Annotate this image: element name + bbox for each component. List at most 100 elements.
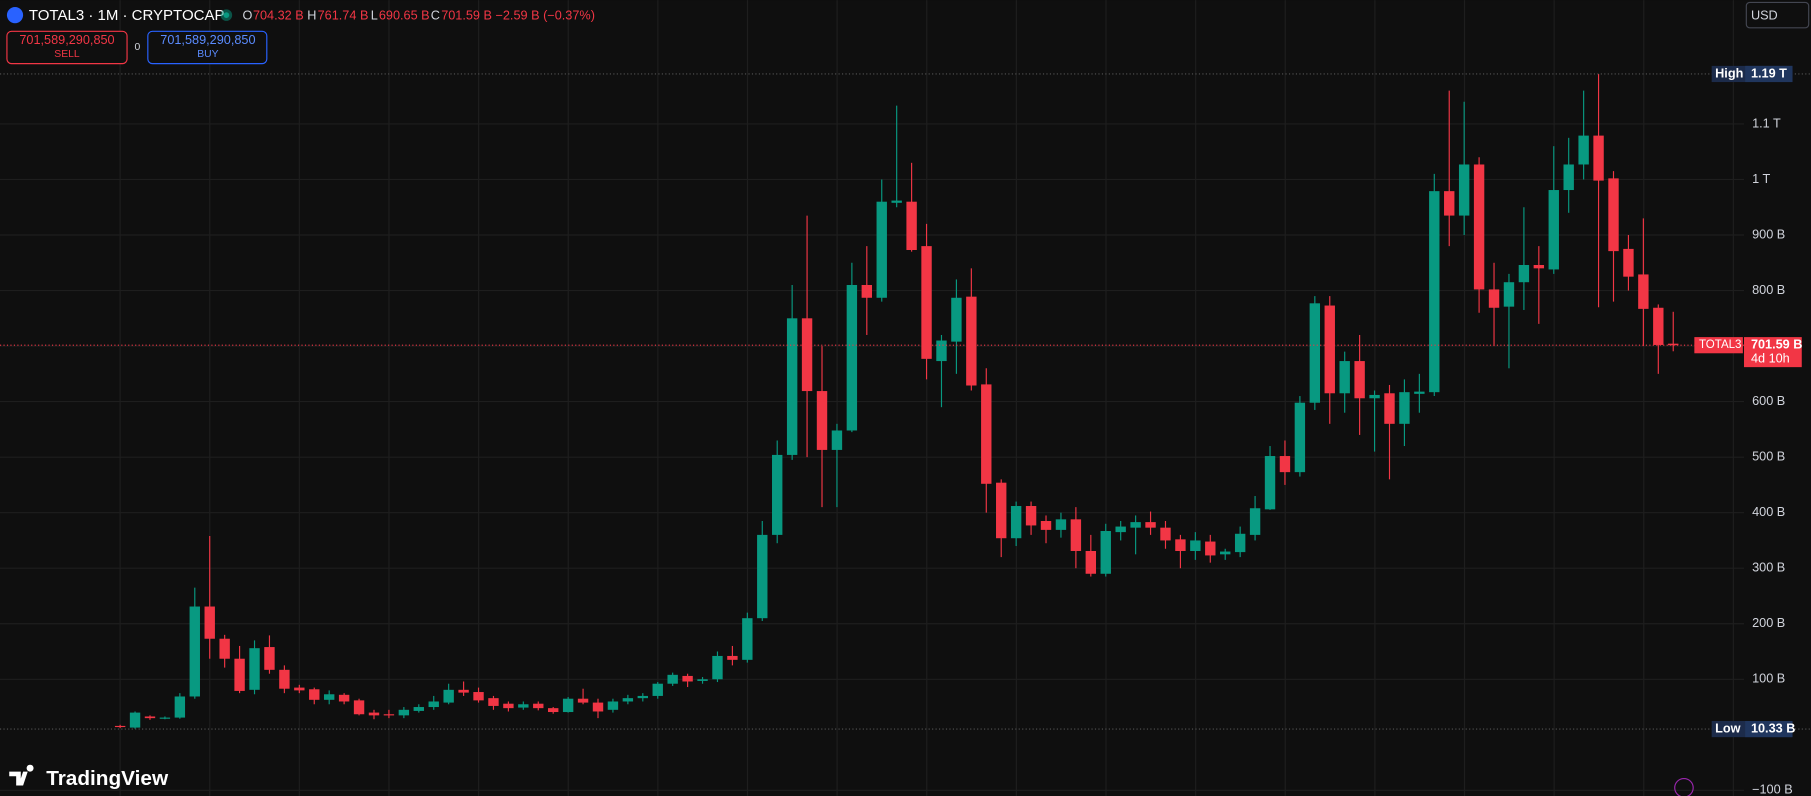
candle-body <box>189 606 200 697</box>
candle-body <box>488 698 499 706</box>
candle-body <box>383 714 395 716</box>
currency-button[interactable] <box>1745 1 1810 29</box>
candle-body <box>1309 303 1321 403</box>
change: −2.59 B (−0.37%) <box>495 9 594 23</box>
candle-body <box>279 669 290 689</box>
candle-body <box>1145 522 1156 528</box>
candle-body <box>1175 539 1186 551</box>
high-label: H <box>307 9 316 23</box>
candle-body <box>1444 191 1455 216</box>
candle-body <box>786 318 798 455</box>
level-value: 10.33 B <box>1751 721 1795 735</box>
candle-body <box>682 675 693 682</box>
candle-body <box>1563 164 1574 191</box>
candle-body <box>607 701 619 710</box>
candle-body <box>1339 361 1350 394</box>
candle-body <box>757 534 768 619</box>
level-name: High <box>1715 66 1743 80</box>
candle-body <box>219 638 230 659</box>
y-tick-label: 400 B <box>1752 505 1785 519</box>
candle-body <box>1354 361 1365 399</box>
candle-body <box>712 655 723 680</box>
candle-body <box>234 658 245 691</box>
low-label: L <box>371 9 378 23</box>
lightning-button[interactable] <box>1674 777 1694 796</box>
candle-body <box>1369 394 1380 399</box>
candle-body <box>831 430 843 450</box>
countdown: 4d 10h <box>1751 351 1790 365</box>
sell-label: SELL <box>54 49 80 60</box>
candle-body <box>996 482 1007 539</box>
candle-body <box>637 695 648 699</box>
brand-logo <box>9 764 34 786</box>
candle-body <box>936 340 947 362</box>
buy-button[interactable] <box>147 30 268 65</box>
candle-body <box>1100 530 1111 574</box>
candle-body <box>518 704 529 708</box>
y-tick-label: 600 B <box>1752 394 1785 408</box>
candle-body <box>1503 282 1515 307</box>
sell-price: 701,589,290,850 <box>19 33 114 47</box>
candle-body <box>144 716 156 719</box>
candle-body <box>801 318 813 392</box>
candle-body <box>1638 274 1649 309</box>
candle-body <box>338 694 350 702</box>
y-tick-label: 500 B <box>1752 450 1785 464</box>
candle-body <box>1623 248 1634 277</box>
level-value-badge <box>1745 65 1793 83</box>
candle-body <box>742 618 753 660</box>
candle-body <box>294 687 305 691</box>
candle-body <box>309 689 320 700</box>
high-value: 761.74 B <box>318 9 369 23</box>
buy-label: BUY <box>197 49 218 60</box>
y-tick-label: 900 B <box>1752 227 1785 241</box>
last-name-badge <box>1694 337 1743 354</box>
candle-body <box>413 707 424 711</box>
y-tick-label: 200 B <box>1752 616 1785 630</box>
candle-body <box>652 683 663 696</box>
sell-button[interactable] <box>6 30 128 65</box>
candle-body <box>249 648 260 690</box>
candle-body <box>1578 135 1589 165</box>
candle-body <box>667 674 678 684</box>
candle-body <box>1040 521 1052 530</box>
candle-body <box>1548 190 1559 270</box>
candle-body <box>622 698 634 702</box>
candle-body <box>1249 508 1261 535</box>
low-value: 690.65 B <box>379 9 430 23</box>
candle-body <box>473 692 484 701</box>
level-value: 1.19 T <box>1751 66 1787 80</box>
last-name: TOTAL3 <box>1699 339 1742 351</box>
candle-body <box>1429 191 1440 393</box>
y-tick-label: 300 B <box>1752 561 1785 575</box>
spread: 0 <box>135 42 141 53</box>
y-tick-label: 800 B <box>1752 283 1785 297</box>
candle-body <box>174 696 186 718</box>
y-tick-label: −100 B <box>1752 783 1793 796</box>
candle-body <box>1010 506 1022 539</box>
last-price: 701.59 B <box>1751 338 1803 352</box>
close-value: 701.59 B <box>441 9 492 23</box>
status-dot <box>223 12 230 19</box>
candle-body <box>1593 135 1604 181</box>
candle-body <box>1324 305 1335 394</box>
candle-body <box>1130 522 1141 528</box>
candle-body <box>204 606 215 639</box>
brand: TradingView <box>46 767 169 790</box>
candle-body <box>1384 393 1395 424</box>
candle-body <box>921 246 932 359</box>
candle-body <box>1055 519 1067 530</box>
candle-body <box>114 725 126 728</box>
candle-body <box>1668 343 1679 346</box>
level-name: Low <box>1715 721 1741 735</box>
candle-body <box>1294 402 1306 473</box>
candle-body <box>264 647 275 670</box>
candle-body <box>1414 391 1425 394</box>
candle-body <box>697 679 708 681</box>
candle-body <box>846 284 858 431</box>
candle-body <box>1085 550 1097 574</box>
candle-body <box>772 454 783 535</box>
candle-body <box>951 297 962 342</box>
